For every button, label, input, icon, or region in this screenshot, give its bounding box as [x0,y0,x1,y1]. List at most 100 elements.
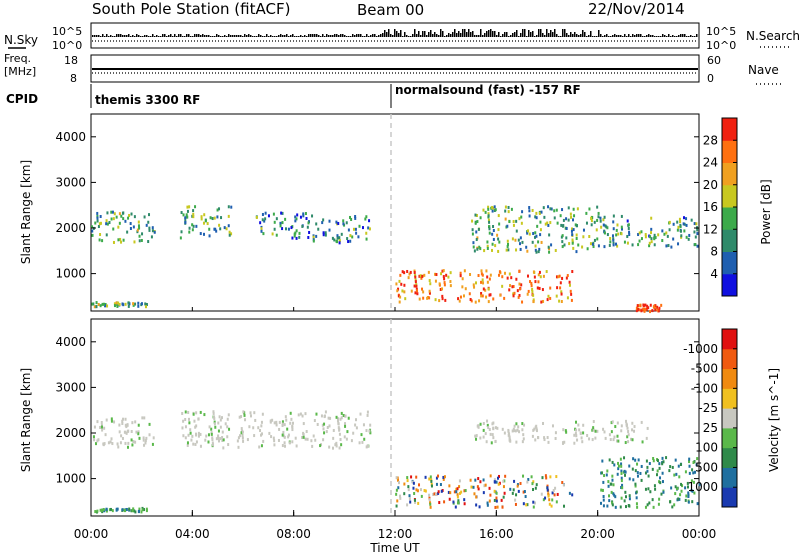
power-cell [650,237,653,241]
power-cell [628,230,631,234]
velocity-cell [214,425,217,429]
velocity-cell [241,430,244,434]
nsky-bar [98,35,100,37]
velocity-cell [395,488,398,492]
velocity-cell [646,469,649,473]
power-cell [527,229,530,233]
velocity-cell [131,421,134,425]
nsky-bar [568,35,570,37]
power-cell [597,244,600,248]
velocity-cell [282,434,285,438]
power-cell [228,233,231,237]
velocity-cell [574,432,577,436]
velocity-cell [281,444,284,448]
velocity-cell [133,509,136,513]
velocity-cell [507,430,510,434]
velocity-cell [119,441,122,445]
power-cell [582,235,585,239]
velocity-cell [110,437,113,441]
power-cell [560,223,563,227]
velocity-cell [367,444,370,448]
velocity-cell [588,437,591,441]
velocity-cell [458,485,461,489]
velocity-cell [334,443,337,447]
nsky-bar [312,34,314,37]
nsky-bar [278,35,280,37]
power-cell [132,302,135,306]
velocity-cell [612,438,615,442]
power-cell [514,238,517,242]
velocity-cell [103,426,106,430]
nsky-bar [538,29,540,37]
velocity-cell [220,416,223,420]
power-cell [200,215,203,219]
power-cell [572,218,575,222]
power-cell [98,222,101,226]
velocity-cell [97,438,100,442]
velocity-cell [508,433,511,437]
power-cell [477,274,480,278]
power-cell [498,273,501,277]
nsky-bar [686,36,688,37]
power-cell [204,219,207,223]
power-cell [133,215,136,219]
velocity-cell [184,436,187,440]
nsky-bar [490,29,492,37]
velocity-cell [552,488,555,492]
velocity-cell [521,428,524,432]
velocity-cell [457,499,460,503]
power-cell [676,220,679,224]
velocity-cell [192,442,195,446]
velocity-cell [455,487,458,491]
power-cell [230,205,233,209]
power-cell [322,231,325,235]
velocity-cell [495,491,498,495]
nsky-bar [542,33,544,37]
power-cell [263,219,266,223]
power-cell [315,222,318,226]
velocity-cell [573,433,576,437]
power-cell [654,304,657,308]
nsky-bar [198,34,200,37]
power-cell [347,228,350,232]
velocity-cell [184,418,187,422]
power-cell [537,240,540,244]
velocity-cell [669,500,672,504]
power-cell [506,224,509,228]
nsky-bar [682,34,684,37]
velocity-cell [495,499,498,503]
velocity-cell [120,434,123,438]
power-cell [479,216,482,220]
power-cell [672,222,675,226]
nsky-bar [326,34,328,37]
power-cell [565,217,568,221]
power-cell [515,248,518,252]
velocity-cell [411,480,414,484]
power-cell [134,302,137,306]
nsky-bar [96,35,98,37]
power-cell [640,237,643,241]
nsky-bar [576,34,578,37]
velocity-cell [435,482,438,486]
velocity-cell [301,435,304,439]
power-cell [478,245,481,249]
velocity-cell [210,427,213,431]
velocity-cell [677,464,680,468]
velocity-cell [343,435,346,439]
power-cell [129,227,132,231]
power-cell [137,301,140,305]
velocity-cell [694,470,697,474]
power-cell [668,220,671,224]
power-cell [442,275,445,279]
velocity-cell [290,417,293,421]
nsky-bar [372,34,374,37]
power-cell [121,211,124,215]
xtick-label: 20:00 [580,527,615,541]
nsky-bar [294,36,296,37]
nsky-bar [226,36,228,37]
power-cell [599,216,602,220]
power-cell [228,230,231,234]
velocity-cell [199,444,202,448]
velocity-cell [673,473,676,477]
